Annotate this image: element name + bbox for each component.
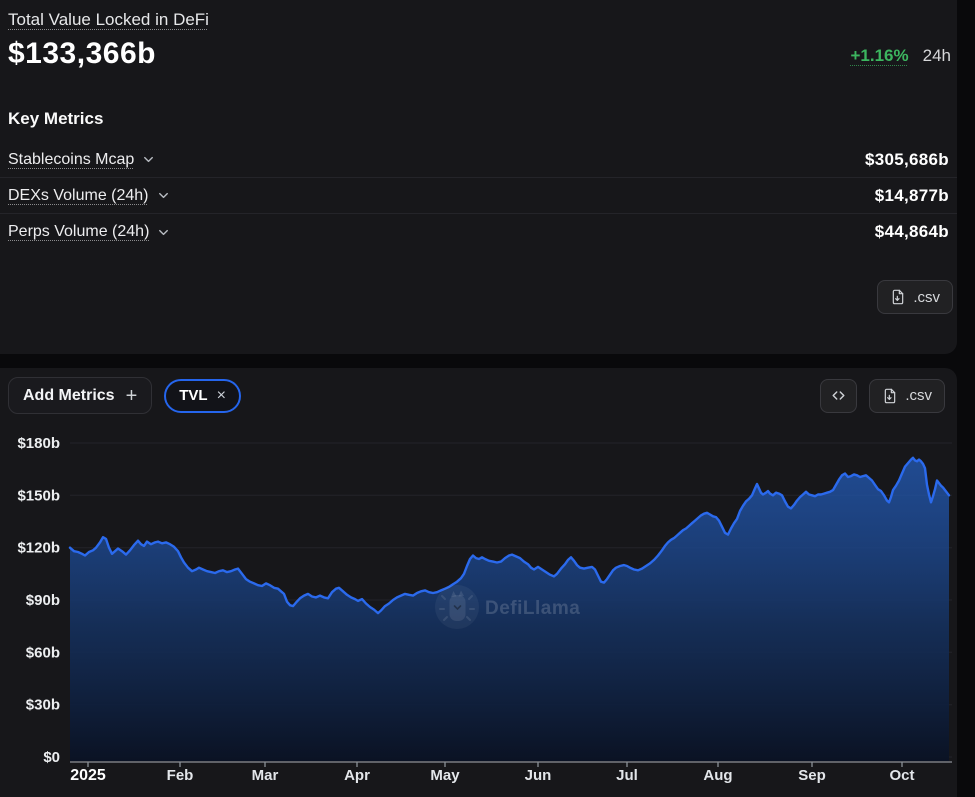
y-axis-label: $150b [17, 487, 60, 504]
x-axis-label: Feb [167, 767, 194, 784]
x-axis-label: Mar [252, 767, 279, 784]
metric-row-dexs-volume: DEXs Volume (24h) $14,877b [0, 178, 957, 214]
chevron-down-icon [159, 229, 169, 235]
metric-value: $14,877b [874, 185, 949, 205]
change-period-label: 24h [922, 46, 951, 65]
y-axis-label: $0 [43, 749, 60, 766]
tvl-chart-card: Add Metrics + TVL × .csv [0, 368, 957, 797]
x-axis-label: Sep [798, 767, 826, 784]
metric-dropdown-dexs[interactable]: DEXs Volume (24h) [8, 187, 171, 205]
chart-axis-labels: $180b $150b $120b $90b $60b $30b $0 2025 Feb Mar A… [17, 435, 914, 784]
x-axis-label: Aug [703, 767, 732, 784]
metric-value: $305,686b [865, 149, 949, 169]
tvl-metric-chip[interactable]: TVL × [164, 378, 241, 413]
metric-dropdown-stablecoins[interactable]: Stablecoins Mcap [8, 151, 156, 169]
chevron-down-icon [158, 192, 168, 199]
x-axis-label: Jun [525, 767, 552, 784]
x-axis-label: Oct [889, 767, 914, 784]
y-axis-label: $60b [26, 644, 60, 661]
tvl-summary-card: Total Value Locked in DeFi $133,366b +1.… [0, 0, 957, 354]
chart-axis [70, 761, 952, 767]
add-metrics-button[interactable]: Add Metrics + [8, 377, 153, 414]
tvl-change-percent[interactable]: +1.16% [850, 46, 909, 65]
x-axis-label: May [430, 767, 460, 784]
chevron-down-icon [144, 156, 154, 163]
page-title[interactable]: Total Value Locked in DeFi [8, 10, 209, 29]
tvl-area-chart[interactable]: DefiLlama $180b $150b $120b $90b $60b $30b $0 2… [0, 368, 957, 797]
svg-text:DefiLlama: DefiLlama [485, 598, 580, 619]
x-axis-label: Apr [344, 767, 370, 784]
x-axis-label: Jul [616, 767, 638, 784]
x-axis-label: 2025 [70, 767, 106, 784]
close-icon[interactable]: × [216, 386, 226, 404]
file-download-icon [893, 289, 904, 305]
tvl-series [68, 456, 951, 761]
y-axis-label: $180b [17, 435, 60, 452]
y-axis-label: $120b [17, 540, 60, 557]
chart-download-csv-button[interactable]: .csv [869, 378, 945, 413]
plus-icon: + [125, 384, 138, 407]
y-axis-label: $30b [26, 697, 60, 714]
metric-row-perps-volume: Perps Volume (24h) $44,864b [0, 214, 957, 250]
summary-header: Total Value Locked in DeFi $133,366b +1.… [0, 0, 957, 71]
chart-toolbar: Add Metrics + TVL × .csv [0, 368, 957, 414]
code-icon [832, 391, 845, 400]
embed-code-button[interactable] [820, 378, 858, 413]
y-axis-label: $90b [26, 592, 60, 609]
key-metrics-heading: Key Metrics [8, 109, 104, 128]
metric-value: $44,864b [874, 222, 949, 241]
file-download-icon [885, 388, 896, 403]
chart-plot-area[interactable] [70, 443, 952, 762]
key-metrics-list: Stablecoins Mcap $305,686b DEXs Volume (… [0, 142, 957, 250]
defillama-watermark: DefiLlama [435, 585, 580, 629]
download-csv-button[interactable]: .csv [877, 280, 953, 314]
defillama-llama-icon [439, 595, 475, 621]
tvl-headline-value: $133,366b [8, 37, 156, 70]
tvl-line [68, 456, 951, 615]
metric-dropdown-perps[interactable]: Perps Volume (24h) [8, 223, 171, 241]
metric-row-stablecoins-mcap: Stablecoins Mcap $305,686b [0, 142, 957, 178]
summary-actions: .csv [0, 250, 957, 314]
change-row: +1.16% 24h [850, 46, 951, 66]
